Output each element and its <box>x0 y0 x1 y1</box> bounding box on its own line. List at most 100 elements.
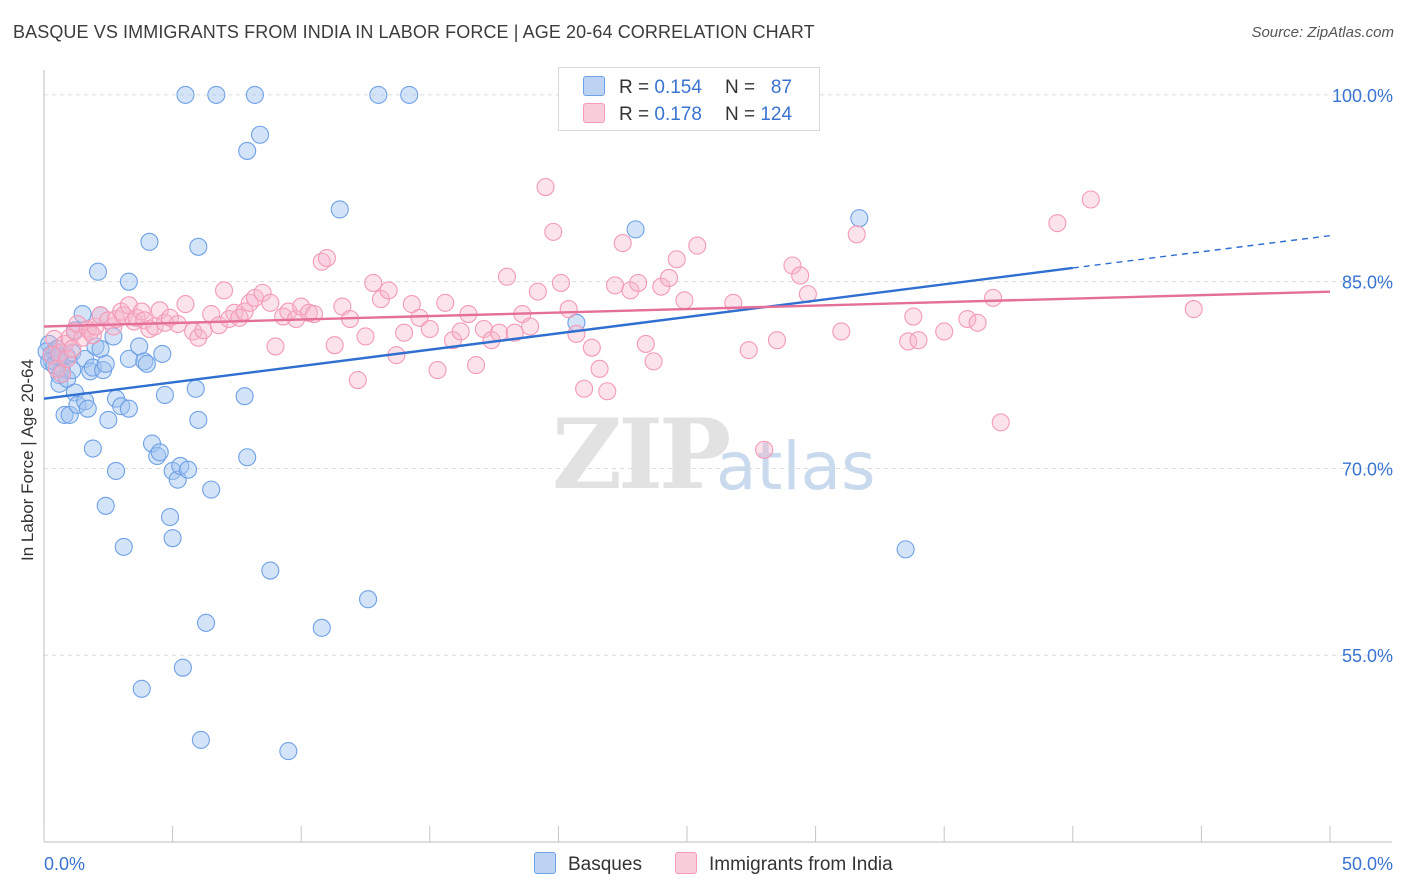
india-point <box>379 281 398 300</box>
india-point <box>590 359 609 378</box>
india-point <box>356 327 375 346</box>
india-point <box>667 250 686 269</box>
india-point <box>1048 214 1067 233</box>
basques-point <box>135 352 154 371</box>
basques-point <box>330 200 349 219</box>
basques-point <box>150 443 169 462</box>
india-point <box>410 308 429 327</box>
india-point <box>45 329 64 349</box>
watermark-atlas: atlas <box>716 428 876 505</box>
india-point <box>497 267 517 286</box>
india-point <box>63 339 82 358</box>
legend-n-label: N = <box>724 77 756 98</box>
basques-point <box>155 385 174 405</box>
basques-point <box>896 540 915 559</box>
india-point <box>451 322 470 341</box>
basques-point <box>96 496 115 515</box>
basques-point <box>160 507 180 527</box>
india-point <box>675 291 694 310</box>
india-point <box>214 281 234 300</box>
india-point <box>659 268 679 287</box>
basques-point <box>173 658 192 677</box>
india-point <box>1184 300 1203 319</box>
india-point <box>755 440 774 459</box>
india-point <box>636 334 655 353</box>
basques-point <box>186 379 205 398</box>
india-point <box>240 293 259 312</box>
india-point <box>58 349 77 368</box>
legend-n-basques: 87 <box>770 77 793 98</box>
basques-point <box>88 262 108 281</box>
india-point <box>582 338 601 357</box>
india-point <box>567 324 586 344</box>
india-point <box>253 283 272 302</box>
basques-point <box>153 344 172 363</box>
india-point <box>266 337 285 356</box>
y-axis-label: In Labor Force | Age 20-64 <box>18 359 37 561</box>
basques-point <box>114 537 133 556</box>
basques-point <box>189 410 208 429</box>
basques-legend-swatch <box>534 852 556 874</box>
chart-title: BASQUE VS IMMIGRANTS FROM INDIA IN LABOR… <box>13 22 815 42</box>
basques-point <box>250 125 270 144</box>
basques-point <box>178 460 198 479</box>
india-point <box>767 331 787 350</box>
india-point <box>194 321 213 340</box>
legend-item-india: Immigrants from India <box>675 852 893 876</box>
y-tick-label: 100.0% <box>1332 86 1393 106</box>
legend-r-india: 0.178 <box>654 104 702 125</box>
basques-point <box>119 272 138 291</box>
basques-point <box>96 354 115 373</box>
basques-point <box>140 232 159 251</box>
x-tick-label: 0.0% <box>44 854 85 874</box>
source-note: Source: ZipAtlas.com <box>1251 24 1394 41</box>
watermark-zip: ZIP <box>552 398 731 511</box>
india-point <box>104 317 123 336</box>
basques-point <box>189 237 208 256</box>
basques-point <box>850 209 869 228</box>
india-point <box>536 177 555 197</box>
india-point <box>575 379 594 398</box>
india-point <box>605 276 625 295</box>
legend-label-basques: Basques <box>568 854 642 875</box>
india-point <box>832 322 851 341</box>
india-point <box>467 356 486 375</box>
series-legend: Basques Immigrants from India <box>0 852 1406 878</box>
basques-point <box>99 410 118 429</box>
india-point <box>621 281 640 300</box>
basques-point <box>106 461 126 480</box>
basques-point <box>60 405 79 424</box>
india-point <box>968 313 987 332</box>
india-point <box>644 352 663 371</box>
india-point <box>420 319 439 339</box>
india-point <box>436 293 455 312</box>
india-point <box>904 307 923 326</box>
india-point <box>613 234 632 253</box>
legend-label-india: Immigrants from India <box>709 854 893 875</box>
india-point <box>544 222 563 241</box>
india-point <box>791 266 810 285</box>
basques-point <box>137 354 156 373</box>
basques-point <box>279 742 298 761</box>
basques-point <box>245 85 264 104</box>
india-point <box>909 331 928 350</box>
india-legend-swatch <box>675 852 697 874</box>
india-point <box>505 323 524 342</box>
legend-item-basques: Basques <box>534 852 642 876</box>
basques-point <box>359 590 378 609</box>
india-point <box>551 273 571 292</box>
india-point <box>261 293 280 312</box>
y-tick-label: 55.0% <box>1342 646 1393 666</box>
legend-r-label: R = <box>619 77 650 98</box>
basques-point <box>261 561 280 580</box>
india-point <box>598 382 617 401</box>
india-point <box>629 273 648 292</box>
basques-point <box>176 85 195 104</box>
basques-point <box>78 399 97 418</box>
basques-point <box>202 480 221 499</box>
india-point <box>739 341 758 360</box>
india-point <box>364 273 383 292</box>
x-tick-label: 50.0% <box>1342 854 1393 874</box>
india-point <box>348 370 367 390</box>
